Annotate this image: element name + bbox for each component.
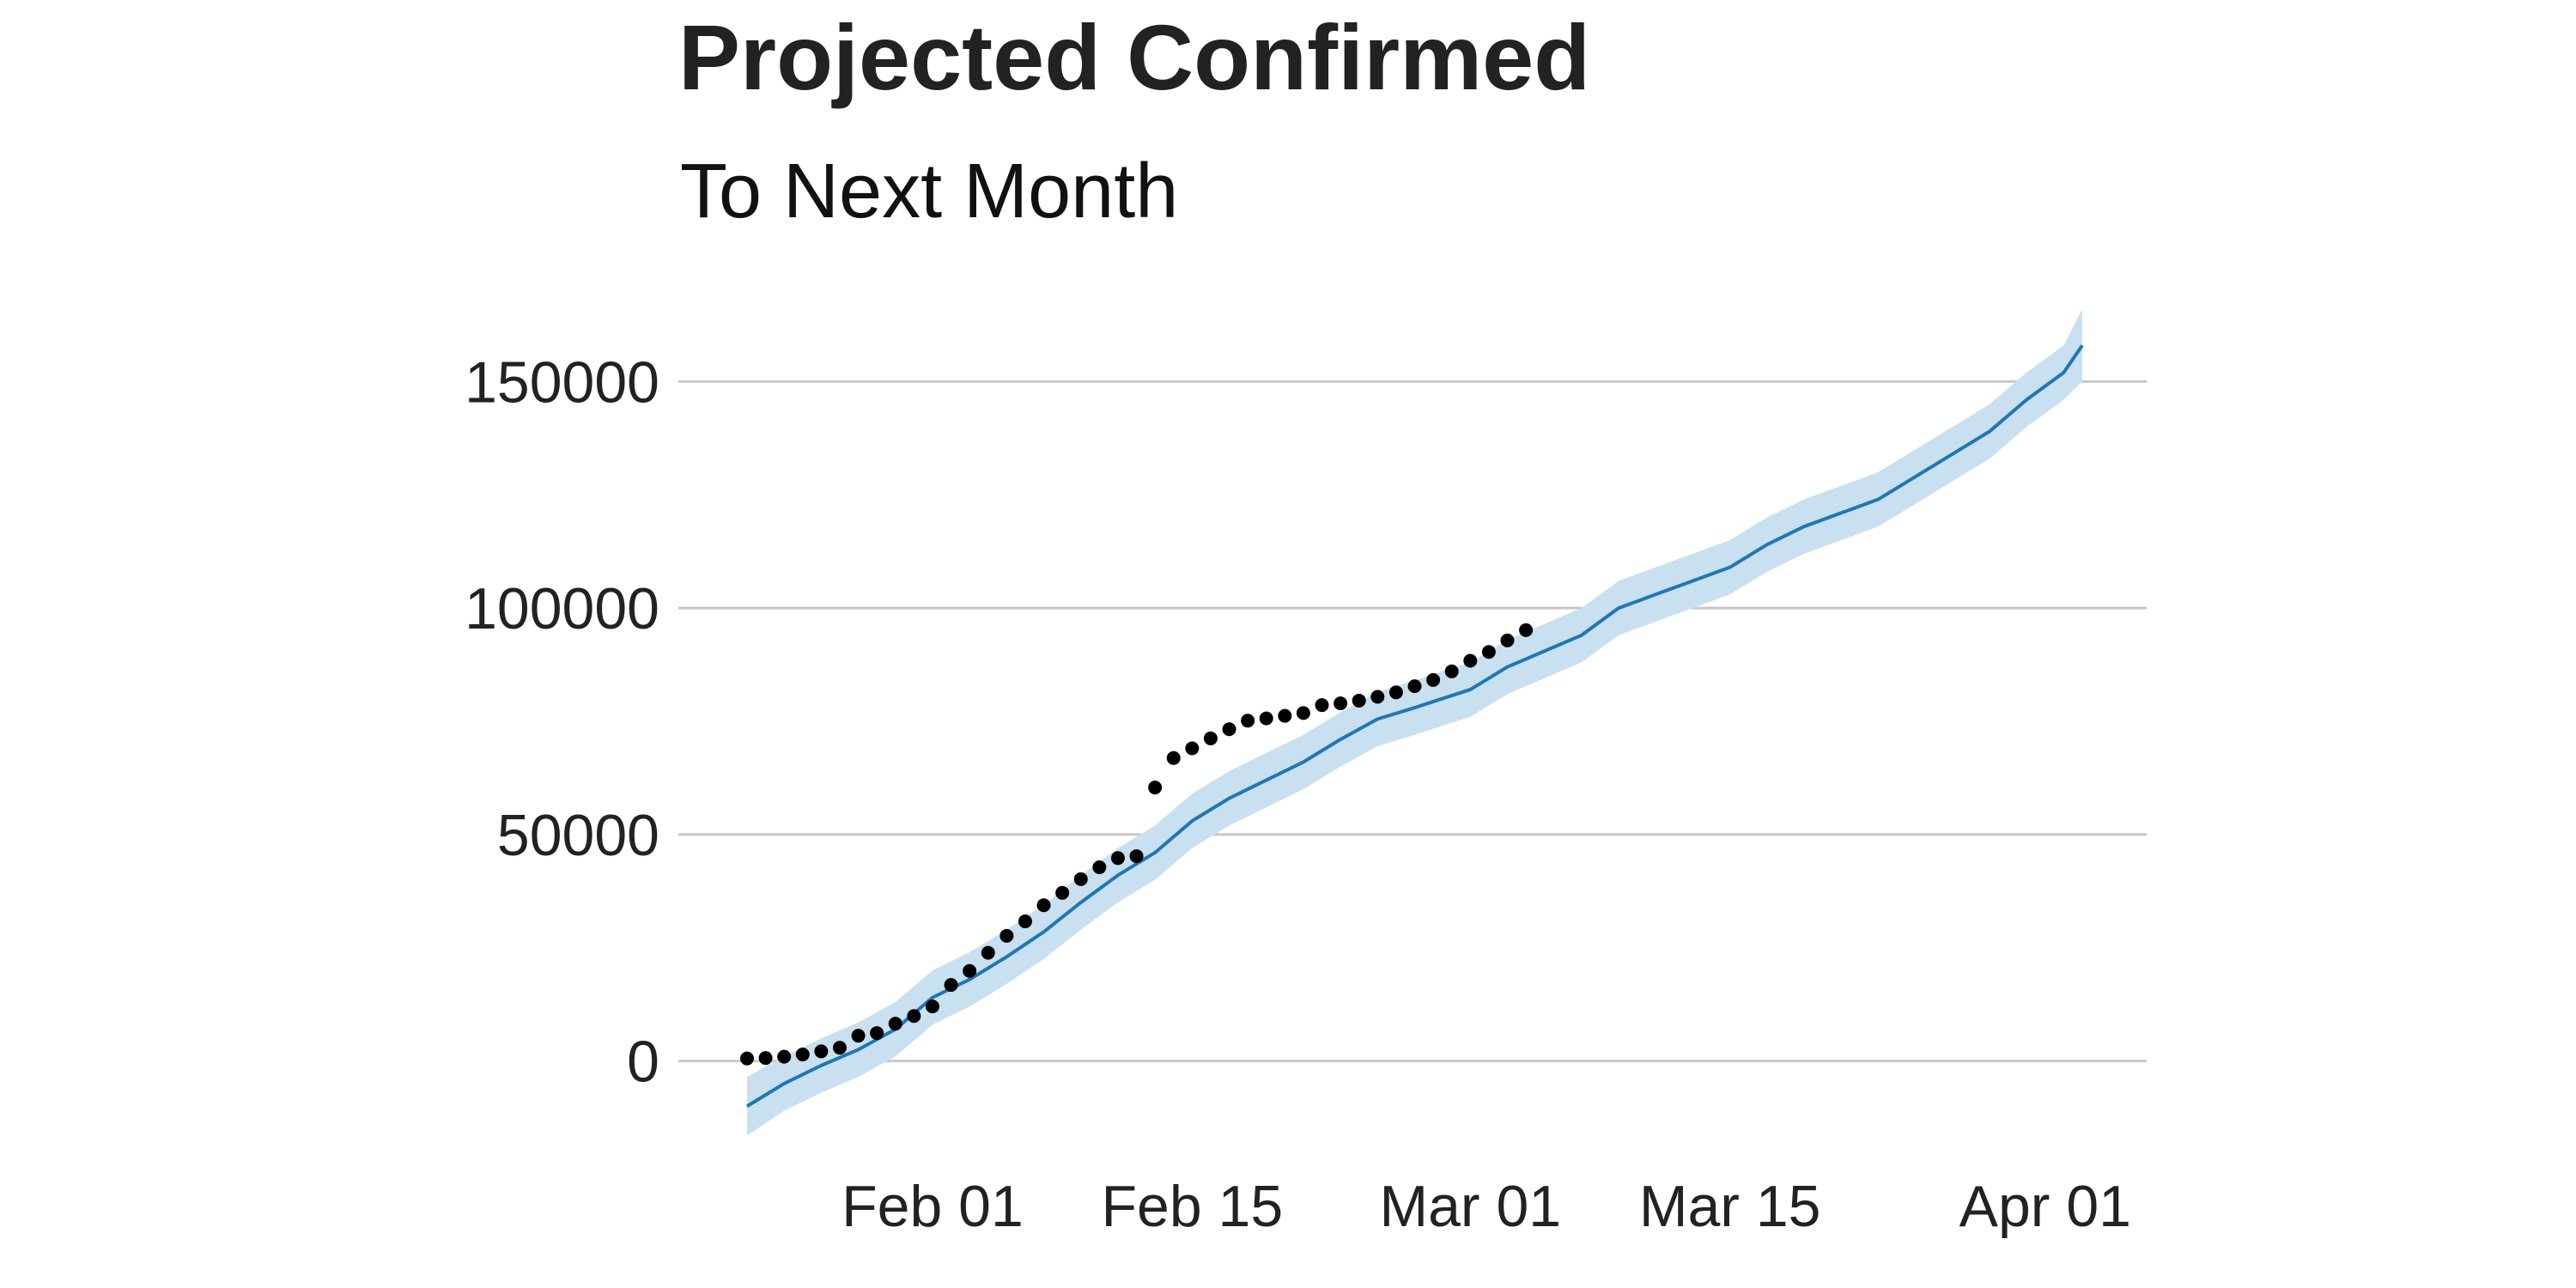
observed-point	[925, 999, 939, 1014]
observed-point	[795, 1048, 810, 1062]
observed-point	[1129, 849, 1144, 864]
observed-point	[1407, 679, 1422, 694]
observed-point	[1148, 781, 1163, 795]
observed-point	[1370, 690, 1385, 704]
projection-line-layer	[745, 344, 2084, 1109]
observed-point	[907, 1009, 921, 1024]
observed-point	[1481, 645, 1496, 659]
x-tick-label: Feb 01	[841, 1174, 1024, 1239]
observed-point	[1092, 860, 1107, 875]
observed-point	[832, 1041, 847, 1055]
observed-point	[1222, 722, 1236, 737]
observed-point	[963, 963, 977, 978]
observed-point	[1334, 696, 1348, 711]
x-tick-label: Feb 15	[1101, 1174, 1283, 1239]
y-tick-label: 150000	[465, 349, 659, 415]
y-tick-label: 100000	[465, 576, 659, 641]
observed-point	[1444, 664, 1459, 678]
chart-subtitle: To Next Month	[680, 149, 1179, 234]
observed-point	[1073, 872, 1088, 886]
observed-point	[1500, 633, 1515, 647]
observed-point	[1036, 898, 1051, 913]
confidence-band-layer	[747, 309, 2082, 1136]
observed-point	[1110, 851, 1125, 866]
observed-point	[1296, 706, 1310, 720]
x-axis-ticks: Feb 01 Feb 15 Mar 01 Mar 15 Apr 01	[841, 1174, 2131, 1239]
observed-point	[999, 928, 1014, 943]
x-tick-label: Mar 01	[1379, 1174, 1561, 1239]
observed-point	[740, 1051, 754, 1066]
observed-point	[851, 1029, 866, 1043]
observed-points-layer	[740, 623, 1534, 1066]
observed-point	[1166, 750, 1181, 765]
y-tick-label: 50000	[497, 803, 659, 868]
observed-point	[944, 978, 958, 993]
projection-line	[745, 344, 2084, 1109]
observed-point	[981, 945, 995, 960]
observed-point	[1241, 714, 1255, 728]
chart-title: Projected Confirmed	[678, 5, 1591, 109]
observed-point	[1018, 914, 1032, 929]
observed-point	[1203, 731, 1218, 745]
observed-point	[1259, 711, 1273, 726]
observed-point	[1278, 708, 1292, 723]
observed-point	[758, 1051, 773, 1066]
observed-point	[870, 1026, 884, 1041]
observed-point	[1388, 685, 1403, 700]
gridlines	[678, 380, 2147, 1063]
observed-point	[1185, 741, 1200, 756]
y-axis-ticks: 0 50000 100000 150000	[465, 349, 659, 1094]
observed-point	[888, 1017, 902, 1031]
observed-point	[1315, 698, 1329, 713]
observed-point	[1426, 672, 1441, 687]
observed-point	[777, 1049, 792, 1064]
y-tick-label: 0	[627, 1030, 659, 1095]
observed-point	[814, 1044, 829, 1059]
observed-point	[1519, 623, 1534, 637]
x-tick-label: Apr 01	[1959, 1174, 2131, 1239]
confidence-band	[747, 309, 2082, 1136]
observed-point	[1055, 885, 1070, 900]
observed-point	[1463, 653, 1478, 668]
observed-point	[1352, 693, 1366, 708]
x-tick-label: Mar 15	[1639, 1174, 1821, 1239]
